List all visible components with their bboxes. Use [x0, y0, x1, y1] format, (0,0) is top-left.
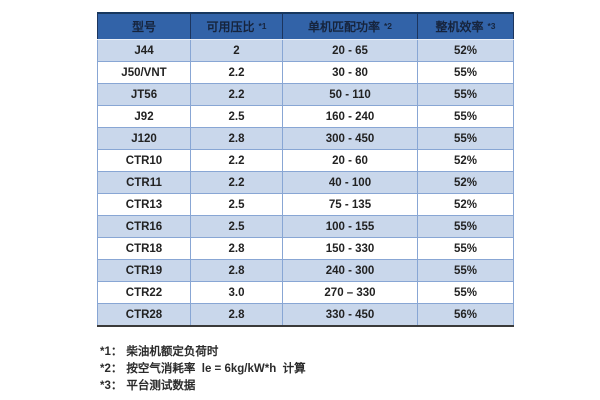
pressure-ratio-cell: 2.2 [190, 61, 283, 84]
pressure-ratio-cell: 2.5 [190, 105, 283, 128]
pressure-ratio-cell: 3.0 [190, 281, 283, 304]
pressure-ratio-cell: 2 [190, 39, 283, 62]
efficiency-cell: 55% [417, 83, 514, 106]
efficiency-cell: 55% [417, 281, 514, 304]
spec-table: 型号 可用压比 *1 单机匹配功率 *2 整机效率 *3 J44 2 20 - 65 52% J50… [97, 12, 514, 327]
model-cell: CTR11 [97, 171, 191, 194]
power-range-cell: 240 - 300 [282, 259, 418, 282]
model-cell: CTR16 [97, 215, 191, 238]
model-cell: CTR28 [97, 303, 191, 327]
power-range-cell: 150 - 330 [282, 237, 418, 260]
header-row: 型号 可用压比 *1 单机匹配功率 *2 整机效率 *3 [97, 12, 514, 40]
table-row: J92 2.5 160 - 240 55% [97, 105, 514, 128]
pressure-ratio-cell: 2.8 [190, 237, 283, 260]
table-row: JT56 2.2 50 - 110 55% [97, 83, 514, 106]
table-row: CTR10 2.2 20 - 60 52% [97, 149, 514, 172]
model-cell: CTR18 [97, 237, 191, 260]
footnote-text: 按空气消耗率 le = 6kg/kW*h 计算 [126, 363, 306, 375]
pressure-ratio-cell: 2.8 [190, 127, 283, 150]
footnote-ref: *2 [383, 21, 393, 31]
column-header-label: 型号 [131, 20, 156, 34]
column-header-label: 整机效率 [435, 20, 484, 34]
footnote-line: *2： 按空气消耗率 le = 6kg/kW*h 计算 [100, 361, 306, 378]
table-row: J44 2 20 - 65 52% [97, 39, 514, 62]
table-row: J50/VNT 2.2 30 - 80 55% [97, 61, 514, 84]
table-row: CTR16 2.5 100 - 155 55% [97, 215, 514, 238]
table-row: CTR22 3.0 270 – 330 55% [97, 281, 514, 304]
column-header-2: 可用压比 *1 [190, 12, 283, 40]
efficiency-cell: 52% [417, 39, 514, 62]
model-cell: CTR22 [97, 281, 191, 304]
footnote-marker: *1： [100, 346, 123, 358]
power-range-cell: 50 - 110 [282, 83, 418, 106]
model-cell: CTR10 [97, 149, 191, 172]
footnote-marker: *3： [100, 380, 123, 392]
model-cell: JT56 [97, 83, 191, 106]
power-range-cell: 20 - 60 [282, 149, 418, 172]
footnote-marker: *2： [100, 363, 123, 375]
power-range-cell: 40 - 100 [282, 171, 418, 194]
power-range-cell: 100 - 155 [282, 215, 418, 238]
footnote-ref: *3 [487, 21, 496, 31]
efficiency-cell: 52% [417, 171, 514, 194]
footnote-text: 平台测试数据 [126, 380, 196, 392]
efficiency-cell: 56% [417, 303, 514, 327]
efficiency-cell: 55% [417, 105, 514, 128]
pressure-ratio-cell: 2.2 [190, 171, 283, 194]
footnotes: *1： 柴油机额定负荷时 *2： 按空气消耗率 le = 6kg/kW*h 计算 *3：… [100, 344, 306, 395]
footnote-line: *1： 柴油机额定负荷时 [100, 344, 306, 361]
efficiency-cell: 55% [417, 127, 514, 150]
power-range-cell: 270 – 330 [282, 281, 418, 304]
pressure-ratio-cell: 2.8 [190, 303, 283, 327]
efficiency-cell: 55% [417, 237, 514, 260]
power-range-cell: 300 - 450 [282, 127, 418, 150]
efficiency-cell: 52% [417, 149, 514, 172]
model-cell: CTR13 [97, 193, 191, 216]
efficiency-cell: 55% [417, 215, 514, 238]
pressure-ratio-cell: 2.2 [190, 149, 283, 172]
table-row: CTR11 2.2 40 - 100 52% [97, 171, 514, 194]
power-range-cell: 75 - 135 [282, 193, 418, 216]
table-row: J120 2.8 300 - 450 55% [97, 127, 514, 150]
efficiency-cell: 52% [417, 193, 514, 216]
power-range-cell: 20 - 65 [282, 39, 418, 62]
column-header-label: 单机匹配功率 [307, 20, 380, 34]
table-row: CTR28 2.8 330 - 450 56% [97, 303, 514, 327]
table-row: CTR13 2.5 75 - 135 52% [97, 193, 514, 216]
pressure-ratio-cell: 2.5 [190, 215, 283, 238]
model-cell: J120 [97, 127, 191, 150]
column-header-4: 整机效率 *3 [417, 12, 514, 40]
pressure-ratio-cell: 2.5 [190, 193, 283, 216]
table-row: CTR19 2.8 240 - 300 55% [97, 259, 514, 282]
power-range-cell: 30 - 80 [282, 61, 418, 84]
power-range-cell: 330 - 450 [282, 303, 418, 327]
table-body: J44 2 20 - 65 52% J50/VNT 2.2 30 - 80 55% JT56 2.… [97, 39, 514, 327]
table-row: CTR18 2.8 150 - 330 55% [97, 237, 514, 260]
efficiency-cell: 55% [417, 259, 514, 282]
model-cell: CTR19 [97, 259, 191, 282]
column-header-1: 型号 [97, 12, 191, 40]
model-cell: J92 [97, 105, 191, 128]
footnote-ref: *1 [258, 21, 267, 31]
model-cell: J44 [97, 39, 191, 62]
efficiency-cell: 55% [417, 61, 514, 84]
model-cell: J50/VNT [97, 61, 191, 84]
footnote-line: *3： 平台测试数据 [100, 378, 306, 395]
column-header-label: 可用压比 [206, 20, 255, 34]
power-range-cell: 160 - 240 [282, 105, 418, 128]
pressure-ratio-cell: 2.8 [190, 259, 283, 282]
column-header-3: 单机匹配功率 *2 [282, 12, 418, 40]
footnote-text: 柴油机额定负荷时 [126, 346, 219, 358]
pressure-ratio-cell: 2.2 [190, 83, 283, 106]
